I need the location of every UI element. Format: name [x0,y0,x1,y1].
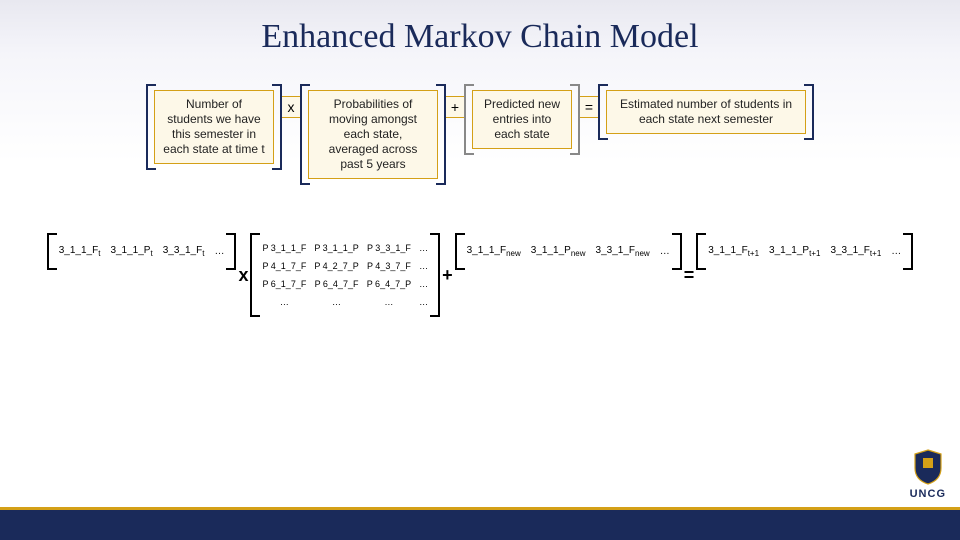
term-students: Number of students we have this semester… [154,90,274,164]
term-estimate: Estimated number of students in each sta… [606,90,806,134]
vector-result: 3_1_1_Ft+1 3_1_1_Pt+1 3_3_1_Ft+1 … [704,239,905,264]
shield-icon [911,448,945,486]
term2-box: Probabilities of moving amongst each sta… [308,90,438,179]
op-plus: + [444,96,466,118]
page-title: Enhanced Markov Chain Model [0,0,960,56]
term3-box: Predicted new entries into each state [472,90,572,149]
term-new-entries: Predicted new entries into each state [472,90,572,149]
transition-matrix: P 3_1_1_FP 3_1_1_PP 3_3_1_F… P 4_1_7_FP … [258,239,432,311]
logo-text: UNCG [910,488,946,500]
footer-bar [0,510,960,540]
vector-new: 3_1_1_Fnew 3_1_1_Pnew 3_3_1_Fnew … [463,239,674,264]
term4-box: Estimated number of students in each sta… [606,90,806,134]
uncg-logo: UNCG [910,448,946,500]
op-multiply: x [280,96,302,118]
term1-box: Number of students we have this semester… [154,90,274,164]
op-equals: = [578,96,600,118]
equation-conceptual: Number of students we have this semester… [0,90,960,179]
term-probabilities: Probabilities of moving amongst each sta… [308,90,438,179]
equation-symbolic: 3_1_1_Ft 3_1_1_Pt 3_3_1_Ft … x P 3_1_1_F… [0,239,960,311]
vector-current: 3_1_1_Ft 3_1_1_Pt 3_3_1_Ft … [55,239,229,264]
